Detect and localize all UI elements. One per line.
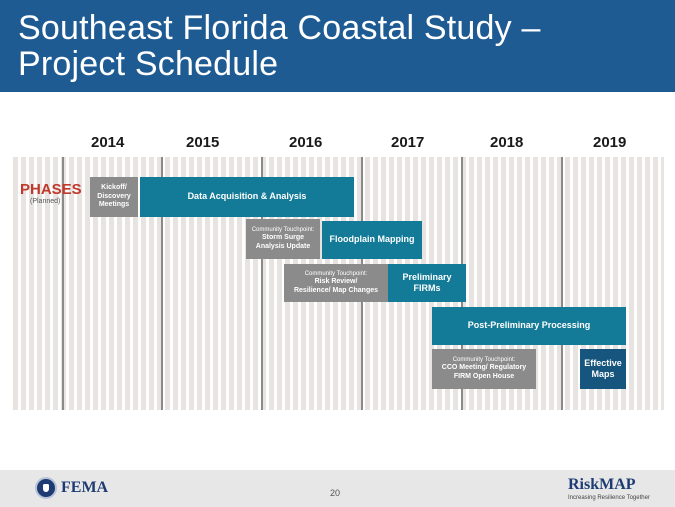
bar-preliminary-firms: Preliminary FIRMs bbox=[388, 264, 466, 302]
riskmap-logo: RiskMAP bbox=[568, 476, 636, 493]
bar-line: Post-Preliminary Processing bbox=[467, 320, 591, 331]
bar-line: Resilience/ Map Changes bbox=[293, 286, 379, 294]
page-number: 20 bbox=[330, 488, 341, 498]
slide-title: Southeast Florida Coastal Study – Projec… bbox=[18, 10, 668, 82]
year-divider bbox=[261, 157, 263, 410]
year-divider bbox=[161, 157, 163, 410]
bar-line: Maps bbox=[591, 369, 615, 379]
bar-floodplain-mapping: Floodplain Mapping bbox=[322, 221, 422, 259]
year-2016: 2016 bbox=[289, 134, 323, 151]
bar-line: Analysis Update bbox=[255, 242, 311, 250]
phases-label: PHASES bbox=[20, 181, 82, 198]
year-divider bbox=[561, 157, 563, 410]
bar-risk-review-touchpoint: Community Touchpoint: Risk Review/ Resil… bbox=[284, 264, 388, 302]
bar-line: Storm Surge bbox=[261, 234, 304, 241]
year-2018: 2018 bbox=[490, 134, 524, 151]
year-divider bbox=[62, 157, 64, 410]
title-line-1: Southeast Florida Coastal Study – bbox=[18, 9, 541, 47]
bar-cco-meeting-touchpoint: Community Touchpoint: CCO Meeting/ Regul… bbox=[432, 349, 536, 389]
touchpoint-header: Community Touchpoint: bbox=[304, 270, 368, 277]
year-2014: 2014 bbox=[91, 134, 125, 151]
bar-line: Kickoff/ bbox=[101, 183, 127, 191]
bar-line: Floodplain Mapping bbox=[329, 234, 415, 245]
year-2019: 2019 bbox=[593, 134, 627, 151]
bar-line: Data Acquisition & Analysis bbox=[187, 191, 307, 202]
year-2017: 2017 bbox=[391, 134, 425, 151]
title-bar bbox=[0, 0, 675, 92]
bar-line: Risk Review/ bbox=[314, 278, 358, 285]
touchpoint-header: Community Touchpoint: bbox=[452, 356, 516, 363]
bar-post-preliminary-processing: Post-Preliminary Processing bbox=[432, 307, 626, 345]
bar-line: FIRM Open House bbox=[453, 372, 515, 380]
bar-line: CCO Meeting/ Regulatory bbox=[441, 364, 527, 371]
bar-line: Preliminary bbox=[402, 271, 452, 282]
title-line-2: Project Schedule bbox=[18, 45, 279, 83]
fema-logo: FEMA bbox=[61, 479, 109, 496]
bar-data-acquisition: Data Acquisition & Analysis bbox=[140, 177, 354, 217]
bar-line: FIRMs bbox=[413, 283, 441, 293]
bar-storm-surge-touchpoint: Community Touchpoint: Storm Surge Analys… bbox=[246, 219, 320, 259]
year-2015: 2015 bbox=[186, 134, 220, 151]
fema-seal-icon bbox=[35, 477, 57, 499]
bar-effective-maps: Effective Maps bbox=[580, 349, 626, 389]
slide-footer bbox=[0, 470, 675, 507]
bar-kickoff-discovery: Kickoff/ Discovery Meetings bbox=[90, 177, 138, 217]
bar-line: Effective bbox=[584, 357, 622, 368]
bar-line: Meetings bbox=[98, 201, 130, 209]
touchpoint-header: Community Touchpoint: bbox=[251, 226, 315, 233]
planned-label: (Planned) bbox=[30, 198, 61, 205]
bar-line: Discovery bbox=[97, 192, 131, 200]
riskmap-tagline: Increasing Resilience Together bbox=[568, 495, 650, 501]
